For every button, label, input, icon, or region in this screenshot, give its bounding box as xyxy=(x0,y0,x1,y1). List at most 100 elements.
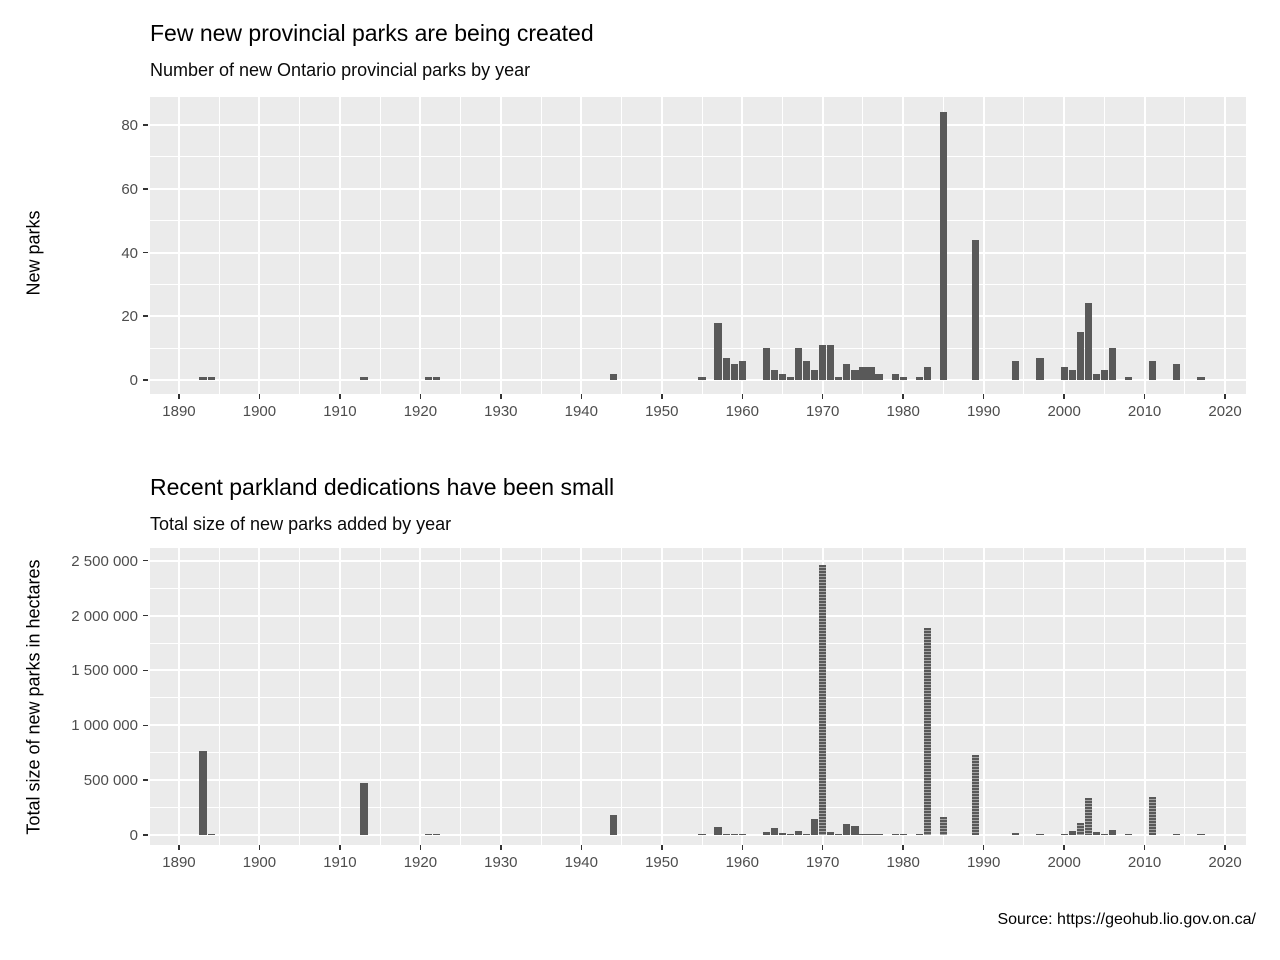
x-tick-mark xyxy=(339,394,341,399)
x-tick-mark xyxy=(982,845,985,850)
y-tick-label: 2 000 000 xyxy=(71,607,138,625)
bar-1983 xyxy=(923,367,931,380)
bar-1970 xyxy=(819,344,827,380)
x-tick-label: 1900 xyxy=(242,403,277,420)
bar-1994 xyxy=(1012,833,1020,835)
v-gridline-minor xyxy=(621,97,623,394)
bar-2002 xyxy=(1076,332,1084,380)
bar-1955 xyxy=(698,376,706,380)
x-tick-mark xyxy=(1224,845,1226,850)
h-gridline-minor xyxy=(150,642,1246,644)
y-tick-label: 0 xyxy=(129,827,138,845)
bar-1913 xyxy=(360,376,368,380)
h-gridline-major xyxy=(150,251,1246,254)
x-tick-label: 1960 xyxy=(725,854,759,871)
y-tick-label: 80 xyxy=(121,117,138,135)
bar-1968 xyxy=(803,360,811,380)
bar-2017 xyxy=(1197,376,1205,380)
x-tick-mark xyxy=(821,845,824,850)
v-gridline-minor xyxy=(701,97,703,394)
v-gridline-minor xyxy=(621,548,623,845)
chart2-subtitle: Total size of new parks added by year xyxy=(150,514,452,534)
bar-1974 xyxy=(851,825,859,835)
bar-1979 xyxy=(891,373,899,380)
h-gridline-major xyxy=(150,315,1246,318)
v-gridline-major xyxy=(177,548,180,845)
v-gridline-major xyxy=(419,548,422,845)
h-gridline-minor xyxy=(150,156,1246,158)
x-tick-label: 1890 xyxy=(162,854,196,871)
v-gridline-major xyxy=(902,548,905,845)
bar-2008 xyxy=(1124,376,1133,380)
h-gridline-major xyxy=(150,614,1246,617)
v-gridline-minor xyxy=(781,548,783,845)
x-tick-mark xyxy=(902,845,904,850)
x-tick-mark xyxy=(661,845,663,850)
bar-2006 xyxy=(1108,829,1117,835)
bar-2003 xyxy=(1084,303,1092,380)
v-gridline-major xyxy=(580,97,583,394)
x-tick-mark xyxy=(178,394,180,399)
v-gridline-major xyxy=(1143,548,1146,845)
bar-2017 xyxy=(1197,834,1205,836)
bar-1985 xyxy=(939,112,948,380)
bar-1982 xyxy=(915,834,923,836)
bar-1964 xyxy=(770,828,779,835)
bar-1980 xyxy=(899,834,907,836)
bar-2000 xyxy=(1060,367,1068,380)
bar-1957 xyxy=(714,826,722,835)
v-gridline-major xyxy=(1224,97,1227,394)
x-tick-mark xyxy=(661,394,663,399)
bar-1963 xyxy=(762,831,770,835)
v-gridline-minor xyxy=(701,548,703,845)
bar-2008 xyxy=(1124,834,1133,836)
bar-2003 xyxy=(1084,797,1092,835)
v-gridline-major xyxy=(1143,97,1146,394)
v-gridline-minor xyxy=(942,548,944,845)
bar-1960 xyxy=(738,834,746,836)
bar-1959 xyxy=(730,834,738,836)
y-tick-mark xyxy=(143,779,148,781)
v-gridline-minor xyxy=(299,97,301,394)
h-gridline-major xyxy=(150,669,1246,672)
x-tick-mark xyxy=(258,845,261,850)
v-gridline-major xyxy=(741,548,744,845)
y-tick-label: 1 500 000 xyxy=(71,662,138,680)
bar-2002 xyxy=(1076,823,1084,835)
x-tick-label: 1910 xyxy=(323,854,357,871)
bar-2014 xyxy=(1173,833,1181,835)
x-tick-label: 1930 xyxy=(484,403,518,420)
bar-1965 xyxy=(778,373,787,380)
h-gridline-minor xyxy=(150,347,1246,349)
v-gridline-minor xyxy=(1023,548,1025,845)
v-gridline-minor xyxy=(862,97,864,394)
h-gridline-minor xyxy=(150,220,1246,222)
x-tick-mark xyxy=(339,845,341,850)
v-gridline-minor xyxy=(379,97,381,394)
x-tick-label: 1990 xyxy=(966,403,1001,420)
bar-1967 xyxy=(794,830,803,835)
bar-1913 xyxy=(360,783,368,835)
x-tick-label: 1910 xyxy=(323,403,357,420)
bar-1960 xyxy=(738,360,746,380)
bar-1982 xyxy=(915,376,923,380)
x-tick-mark xyxy=(1063,394,1065,399)
x-tick-label: 1980 xyxy=(886,403,920,420)
x-tick-label: 1970 xyxy=(806,403,840,420)
v-gridline-minor xyxy=(379,548,381,845)
v-gridline-minor xyxy=(862,548,864,845)
v-gridline-major xyxy=(338,97,341,394)
x-tick-mark xyxy=(580,394,583,399)
x-tick-label: 1960 xyxy=(725,403,759,420)
bar-2014 xyxy=(1173,364,1181,380)
y-tick-label: 40 xyxy=(121,244,138,262)
bar-2005 xyxy=(1100,834,1108,836)
h-gridline-minor xyxy=(150,587,1246,589)
v-gridline-minor xyxy=(218,548,220,845)
h-gridline-major xyxy=(150,724,1246,727)
chart2-title: Recent parkland dedications have been sm… xyxy=(150,474,615,500)
bar-1969 xyxy=(811,818,819,835)
h-gridline-minor xyxy=(150,283,1246,285)
h-gridline-minor xyxy=(150,697,1246,699)
